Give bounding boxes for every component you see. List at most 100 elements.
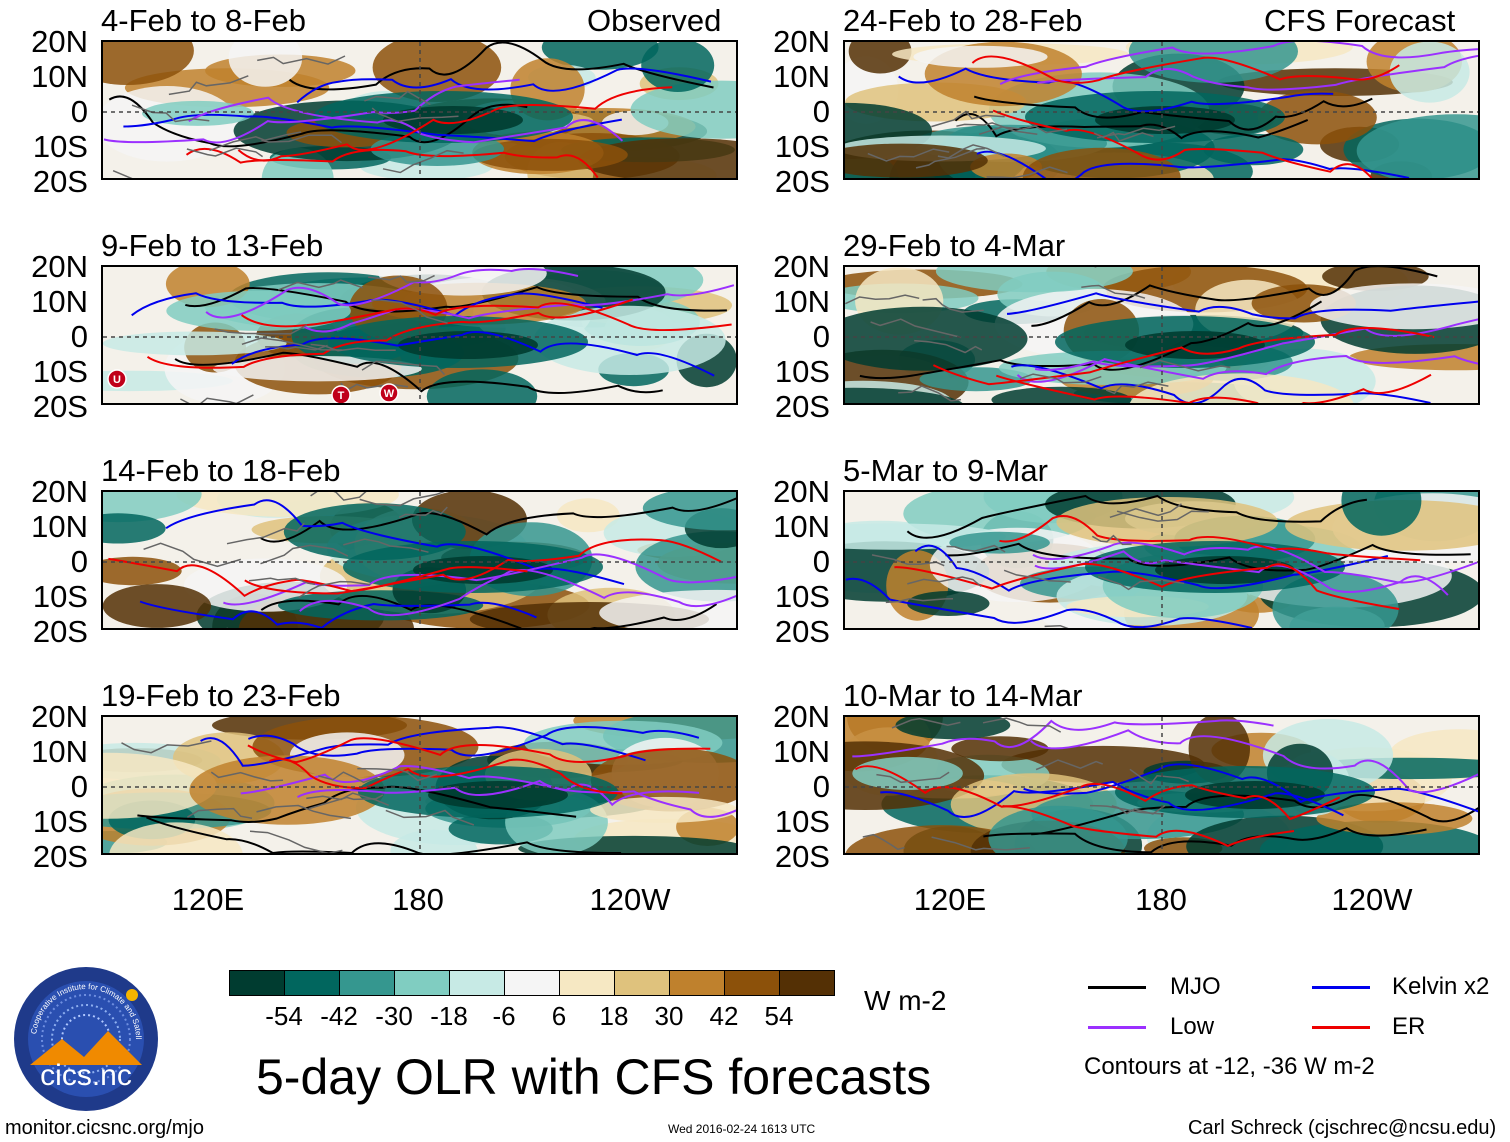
y-tick-3-1: 10N [31, 509, 88, 544]
coastline [241, 337, 343, 351]
coastline [210, 771, 284, 782]
colorbar-cell [559, 970, 615, 996]
y-tick-4-0: 20N [31, 699, 88, 734]
contour-kelvin-x2 [845, 577, 1253, 628]
forecast-label: CFS Forecast [1264, 3, 1456, 38]
olr-map-svg-7 [845, 492, 1478, 628]
y-tick-5-2: 0 [812, 94, 830, 129]
coastline [891, 717, 961, 729]
contour-mjo [185, 286, 727, 313]
y-tick-4-4: 20S [32, 839, 88, 874]
coastline [1091, 534, 1132, 546]
olr-anomaly-patch [895, 717, 1011, 740]
x-tick-right-180: 180 [1135, 882, 1187, 917]
olr-anomaly-patch [103, 42, 194, 85]
olr-anomaly-patch [426, 369, 538, 403]
colorbar-cell [614, 970, 670, 996]
coastline [357, 767, 438, 782]
coastline [382, 149, 464, 174]
olr-anomaly-patch [472, 138, 628, 171]
coastline [898, 385, 961, 402]
colorbar-label: 54 [764, 1001, 794, 1031]
storm-marker-label: T [338, 390, 345, 402]
y-tick-1-0: 20N [31, 24, 88, 59]
coastline [1139, 359, 1231, 372]
coastline [249, 830, 343, 853]
coastline [1097, 575, 1185, 591]
olr-map-svg-6 [845, 267, 1478, 403]
olr-anomaly-patch [1056, 497, 1278, 547]
colorbar-label: 42 [709, 1001, 739, 1031]
contour-er [146, 298, 633, 369]
coastline [131, 104, 210, 123]
olr-map-panel-1 [101, 40, 738, 180]
contour-mjo [288, 42, 714, 91]
storm-marker-U: U [107, 369, 127, 389]
olr-map-svg-8 [845, 717, 1478, 853]
footer-timestamp: Wed 2016-02-24 1613 UTC [668, 1122, 816, 1136]
contour-low [297, 779, 736, 818]
olr-anomaly-patch [1356, 114, 1478, 178]
coastline [168, 75, 249, 96]
olr-anomaly-patch [599, 589, 736, 628]
x-tick-left-180: 180 [392, 882, 444, 917]
colorbar-label: 6 [551, 1001, 567, 1031]
olr-map-panel-2: U T W [101, 265, 738, 405]
olr-anomaly-patch [1316, 802, 1473, 835]
contour-low [1016, 354, 1478, 383]
colorbar-units: W m-2 [864, 985, 947, 1016]
olr-anomaly-patch [109, 822, 243, 853]
y-tick-5-0: 20N [773, 24, 830, 59]
coastline [371, 299, 448, 324]
olr-anomaly-patch [103, 513, 166, 544]
y-tick-2-3: 10S [32, 354, 88, 389]
figure-title: 5-day OLR with CFS forecasts [256, 1049, 932, 1105]
coastline [265, 344, 328, 351]
colorbar-label: -6 [492, 1001, 516, 1031]
olr-anomaly-patch [103, 752, 217, 819]
coastline [1003, 569, 1071, 583]
olr-map-svg-4 [103, 717, 736, 853]
coastline [871, 554, 945, 567]
y-tick-7-3: 10S [774, 579, 830, 614]
olr-map-panel-3 [101, 490, 738, 630]
colorbar-cell [394, 970, 450, 996]
contour-er [1002, 782, 1341, 821]
coastline [310, 492, 367, 501]
y-tick-6-0: 20N [773, 249, 830, 284]
olr-anomaly-patch [1203, 133, 1304, 166]
x-tick-left-120e: 120E [171, 882, 245, 917]
y-tick-8-1: 10N [773, 734, 830, 769]
y-tick-6-4: 20S [774, 389, 830, 424]
coastline [343, 538, 429, 553]
olr-anomaly-patch [635, 531, 736, 602]
contour-kelvin-x2 [1011, 364, 1431, 403]
coastline [1019, 373, 1102, 384]
coastline [876, 771, 950, 784]
contour-kelvin-x2 [131, 292, 603, 317]
olr-anomaly-patch [1128, 42, 1298, 83]
colorbar-cell [724, 970, 780, 996]
contour-mjo [945, 542, 1471, 572]
y-tick-7-4: 20S [774, 614, 830, 649]
contour-kelvin-x2 [976, 150, 1410, 178]
olr-convection-core [428, 781, 568, 809]
olr-map-panel-7 [843, 490, 1480, 630]
storm-marker-T: T [331, 385, 351, 403]
y-tick-4-2: 0 [70, 769, 88, 804]
coastline [278, 279, 363, 291]
logo-text: cics.nc [40, 1059, 132, 1092]
olr-anomaly-patch [1341, 492, 1422, 536]
legend-kelvin-line [1312, 986, 1370, 989]
cics-logo-graphic: Cooperative Institute for Climate and Sa… [10, 958, 158, 1111]
coastline [931, 110, 1005, 128]
contour-mjo [174, 351, 663, 394]
coastline [361, 360, 446, 376]
olr-anomaly-patch [533, 305, 726, 375]
contour-low [852, 719, 1274, 758]
contour-kelvin-x2 [898, 67, 1334, 113]
y-tick-7-0: 20N [773, 474, 830, 509]
contour-kelvin-x2 [296, 67, 712, 104]
coastline [867, 148, 950, 162]
coastline [187, 807, 253, 819]
